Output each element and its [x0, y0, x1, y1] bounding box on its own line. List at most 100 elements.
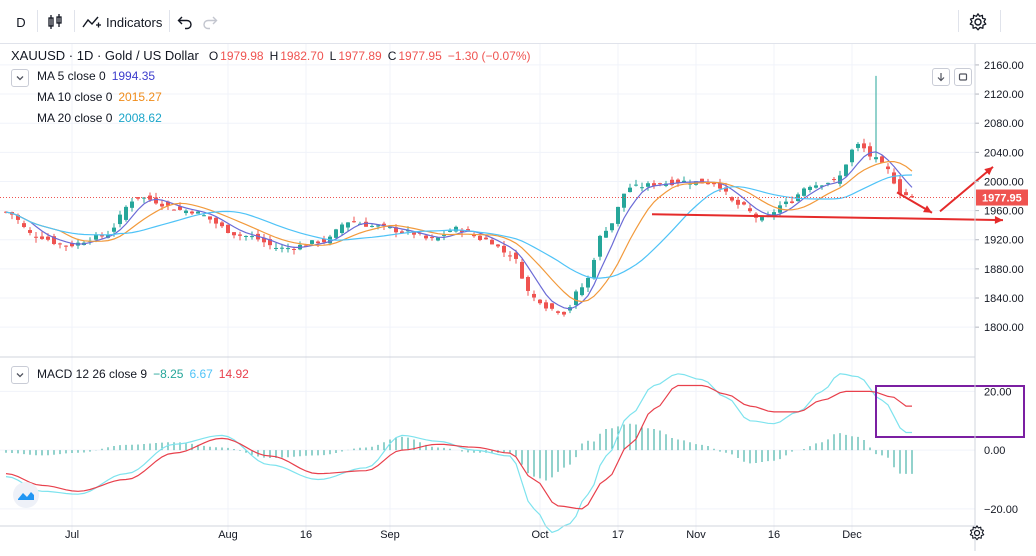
price-tick-label: 2160.00	[984, 60, 1024, 72]
candle	[364, 221, 368, 227]
candle	[322, 238, 326, 243]
collapse-legend-button[interactable]	[11, 69, 29, 87]
candle	[490, 239, 494, 245]
ma10-line	[5, 160, 913, 303]
candle	[832, 179, 836, 181]
axis-settings-icon[interactable]	[968, 524, 986, 542]
up-arrow-head	[984, 166, 993, 176]
price-tick-label: 2120.00	[984, 89, 1024, 101]
candle	[730, 197, 734, 201]
indicators-label: Indicators	[106, 14, 163, 30]
candle	[748, 208, 752, 212]
open-value: 1979.98	[220, 48, 264, 63]
maximize-button[interactable]	[954, 68, 972, 86]
candle	[634, 184, 638, 186]
candle	[220, 222, 224, 227]
chart-canvas[interactable]: 1977.95 1800.00 1840.00 1880.00 1920.00 1960…	[0, 44, 1036, 551]
candle	[250, 236, 254, 238]
candle	[586, 277, 590, 288]
last-price-label: 1977.95	[982, 193, 1022, 205]
time-tick-label: Aug	[218, 529, 238, 541]
candle	[904, 192, 908, 196]
candle	[700, 178, 704, 184]
candle	[856, 143, 860, 148]
candle	[874, 157, 878, 160]
candle	[658, 183, 662, 185]
candle	[304, 245, 308, 247]
candle	[124, 206, 128, 220]
candle	[736, 199, 740, 205]
time-tick-label: 16	[768, 529, 780, 541]
candle	[172, 209, 176, 211]
chevron-down-icon	[16, 76, 24, 81]
indicators-button[interactable]: Indicators	[82, 9, 162, 35]
candle	[316, 241, 320, 244]
candle	[46, 236, 50, 240]
support-arrow	[651, 213, 1004, 222]
logo-icon	[13, 482, 39, 508]
time-tick-label: Dec	[842, 529, 862, 541]
candle	[628, 187, 632, 193]
candle	[40, 236, 44, 239]
candle	[820, 185, 824, 187]
candle	[112, 227, 116, 232]
candle	[598, 235, 602, 257]
toolbar-divider	[169, 10, 170, 32]
candle	[178, 206, 182, 210]
candle	[352, 221, 356, 223]
candle	[556, 311, 560, 313]
candle	[550, 303, 554, 309]
time-tick-label: Oct	[531, 529, 548, 541]
ma10-label: MA 10 close 0	[37, 90, 113, 104]
scroll-down-button[interactable]	[932, 68, 950, 86]
macd-tick-label: 20.00	[984, 386, 1012, 398]
interval-button[interactable]: D	[16, 14, 26, 30]
undo-icon[interactable]	[177, 9, 193, 35]
candle	[370, 225, 374, 227]
candle	[574, 291, 578, 306]
up-arrow	[939, 166, 994, 213]
candle	[382, 223, 386, 226]
candle	[34, 236, 38, 238]
candle	[838, 175, 842, 184]
candle	[760, 217, 764, 221]
candle	[910, 196, 914, 198]
collapse-macd-button[interactable]	[11, 366, 29, 384]
top-toolbar: D Indicators	[0, 0, 1036, 44]
ma20-value: 2008.62	[118, 111, 162, 125]
candle	[286, 248, 290, 250]
time-tick-label: 16	[300, 529, 312, 541]
candle	[448, 230, 452, 232]
ma10-value: 2015.27	[118, 90, 162, 104]
change-value: −1.30 (−0.07%)	[447, 48, 531, 63]
candle	[208, 216, 212, 220]
high-label: H	[269, 48, 279, 63]
last-price-badge	[976, 189, 1028, 206]
high-value: 1982.70	[280, 48, 324, 63]
candle	[472, 234, 476, 237]
redo-icon[interactable]	[202, 9, 218, 35]
candle	[808, 186, 812, 190]
symbol-legend: XAUUSD · 1D · Gold / US Dollar O 1979.98…	[11, 48, 531, 63]
candle	[520, 261, 524, 279]
candle	[160, 203, 164, 207]
indicators-icon	[82, 14, 102, 30]
ma5-line	[5, 151, 913, 310]
settings-icon[interactable]	[968, 9, 988, 35]
candle	[202, 215, 206, 217]
symbol-name: XAUUSD · 1D · Gold / US Dollar	[11, 48, 199, 63]
candle	[496, 244, 500, 247]
candle	[844, 164, 848, 177]
chart-area[interactable]: 1977.95 1800.00 1840.00 1880.00 1920.00 1960…	[0, 44, 1036, 551]
low-value: 1977.89	[338, 48, 382, 63]
ma20-legend: MA 20 close 0 2008.62	[37, 111, 162, 125]
candle	[892, 172, 896, 184]
candle	[412, 231, 416, 235]
candle	[514, 252, 518, 259]
candles-icon[interactable]	[46, 9, 66, 35]
candle	[58, 243, 62, 245]
candle	[502, 245, 506, 253]
candle	[616, 206, 620, 224]
candle	[790, 201, 794, 203]
candle	[466, 229, 470, 231]
